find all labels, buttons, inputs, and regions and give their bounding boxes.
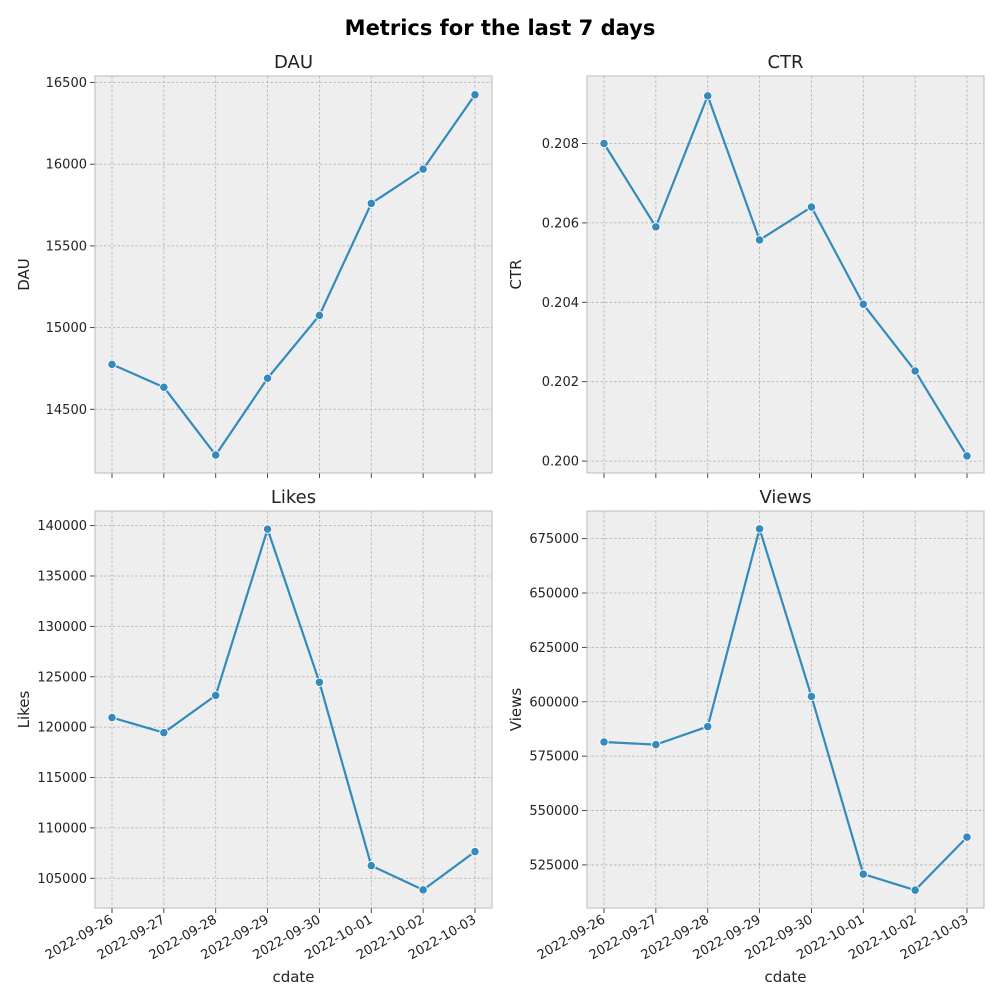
data-point xyxy=(703,721,713,732)
data-point xyxy=(651,222,661,232)
y-tick-label: 15500 xyxy=(46,239,87,254)
data-point xyxy=(858,299,868,309)
y-tick-label: 110000 xyxy=(37,821,87,836)
y-tick-label: 0.208 xyxy=(542,137,579,152)
y-tick-label: 140000 xyxy=(37,519,87,534)
data-point xyxy=(754,235,765,245)
data-point xyxy=(962,451,972,461)
y-tick-label: 120000 xyxy=(37,721,87,736)
data-point xyxy=(159,382,169,392)
y-tick-label: 15000 xyxy=(46,321,87,336)
y-tick-label: 625000 xyxy=(529,641,579,656)
data-point xyxy=(962,832,972,842)
panel-title: Views xyxy=(759,487,811,508)
y-axis-label: Views xyxy=(507,688,525,732)
y-tick-label: 130000 xyxy=(37,620,87,635)
y-tick-label: 125000 xyxy=(37,670,87,685)
data-point xyxy=(211,690,221,701)
data-point xyxy=(599,737,609,747)
y-tick-label: 16000 xyxy=(46,158,87,173)
series-line xyxy=(603,527,968,892)
plot-background xyxy=(587,76,984,473)
data-point xyxy=(910,366,920,376)
chart-panel-2: 105000 110000 115000 120000 125000 130000 1350… xyxy=(15,487,493,986)
chart-panel-0: 14500 15000 15500 16000 16500 DAU DAU xyxy=(15,52,493,478)
y-axis-label: CTR xyxy=(507,259,525,289)
data-point xyxy=(470,90,480,100)
panel-title: Likes xyxy=(271,487,316,508)
data-point xyxy=(470,846,480,857)
y-tick-label: 650000 xyxy=(529,587,579,602)
panel-title: CTR xyxy=(767,52,803,73)
x-axis-label: cdate xyxy=(764,968,806,986)
series-line xyxy=(111,94,476,457)
data-point xyxy=(858,869,868,879)
plot-frame xyxy=(94,75,493,474)
chart-panel-3: 525000 550000 575000 600000 625000 650000 6750… xyxy=(507,487,985,986)
y-tick-label: 575000 xyxy=(529,750,579,765)
y-axis-label: Likes xyxy=(15,690,33,728)
y-axis-label: DAU xyxy=(15,258,33,291)
data-point xyxy=(314,677,325,687)
data-point xyxy=(418,885,428,895)
data-point xyxy=(703,91,713,101)
y-tick-label: 550000 xyxy=(529,804,579,819)
plot-frame xyxy=(586,510,985,909)
series-line xyxy=(603,94,968,457)
data-point xyxy=(418,164,428,174)
data-point xyxy=(599,138,609,149)
series-line xyxy=(111,528,476,891)
plot-background xyxy=(95,76,492,473)
data-point xyxy=(262,524,273,534)
plot-frame xyxy=(94,510,493,909)
data-point xyxy=(107,712,117,723)
data-point xyxy=(366,861,376,871)
chart-panel-1: 0.200 0.202 0.204 0.206 0.208 CTR CTR xyxy=(507,52,985,478)
plot-background xyxy=(95,511,492,908)
panel-title: DAU xyxy=(274,52,313,73)
data-point xyxy=(366,198,376,209)
y-tick-label: 135000 xyxy=(37,569,87,584)
y-tick-label: 16500 xyxy=(46,76,87,91)
data-point xyxy=(651,739,661,750)
data-point xyxy=(806,691,817,701)
data-point xyxy=(107,359,117,370)
y-tick-label: 0.204 xyxy=(542,296,579,311)
data-point xyxy=(159,728,169,738)
data-point xyxy=(910,885,920,895)
data-point xyxy=(211,450,221,460)
data-point xyxy=(754,524,765,534)
data-point xyxy=(806,202,817,212)
y-tick-label: 600000 xyxy=(529,695,579,710)
y-tick-label: 0.202 xyxy=(542,375,579,390)
y-tick-label: 115000 xyxy=(37,771,87,786)
data-point xyxy=(314,310,325,320)
y-tick-label: 675000 xyxy=(529,532,579,547)
figure-title: Metrics for the last 7 days xyxy=(344,16,656,40)
y-tick-label: 0.200 xyxy=(542,455,579,470)
y-tick-label: 105000 xyxy=(37,872,87,887)
y-tick-label: 525000 xyxy=(529,858,579,873)
y-tick-label: 0.206 xyxy=(542,216,579,231)
plot-background xyxy=(587,511,984,908)
y-tick-label: 14500 xyxy=(46,403,87,418)
data-point xyxy=(262,373,273,383)
plot-frame xyxy=(586,75,985,474)
x-axis-label: cdate xyxy=(272,968,314,986)
